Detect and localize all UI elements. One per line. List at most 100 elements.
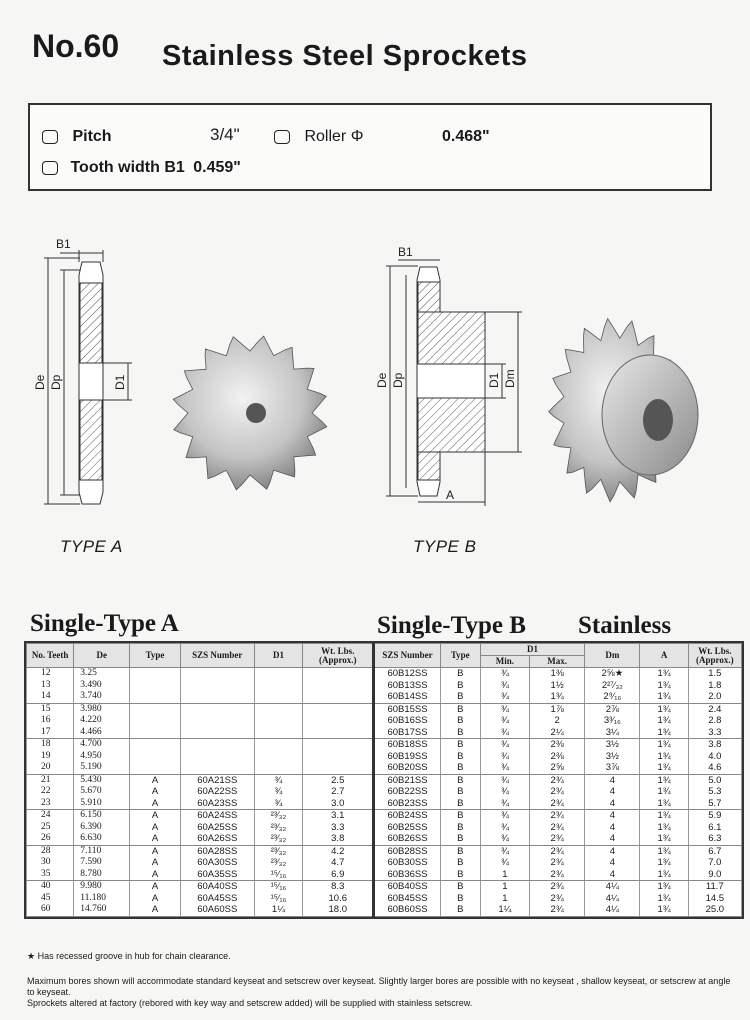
table-cell: [129, 667, 181, 680]
table-cell: 1¾: [639, 762, 689, 775]
table-cell: 6.3: [687, 833, 743, 846]
type-a-section-drawing: [44, 250, 132, 505]
table-cell: 2.4: [687, 703, 743, 715]
table-cell: 60A35SS: [179, 868, 255, 881]
table-cell: [302, 762, 376, 775]
table-cell: 6.150: [73, 809, 131, 822]
table-cell: 2¾: [529, 880, 586, 893]
table-cell: 60B12SS: [373, 667, 441, 680]
table-cell: 25.0: [687, 904, 743, 917]
table-cell: 3.980: [73, 703, 131, 715]
table-row: 14 3.740 60B14SS B ¾ 1¾ 2⁹⁄₁₆ 1¾ 2.0: [25, 691, 743, 704]
table-cell: 1¾: [639, 726, 689, 739]
table-cell: 2¾: [529, 833, 586, 846]
roller-spec: Roller Φ: [274, 128, 363, 146]
table-cell: 5.9: [687, 809, 743, 822]
table-cell: 14.5: [687, 892, 743, 904]
table-cell: [302, 691, 376, 704]
table-cell: B: [439, 904, 481, 917]
table-cell: 2¾: [529, 845, 586, 857]
table-cell: 1¾: [639, 892, 689, 904]
table-cell: [253, 750, 304, 762]
table-cell: 6.9: [302, 868, 376, 881]
table-cell: 1¾: [639, 786, 689, 798]
table-cell: 6.1: [687, 821, 743, 833]
table-cell: 60B15SS: [373, 703, 441, 715]
table-row: 17 4.466 60B17SS B ¾ 2¼ 3¼ 1¾ 3.3: [25, 726, 743, 739]
catalog-number: No.60: [32, 28, 120, 64]
table-cell: [179, 738, 255, 751]
table-cell: 2⅜: [529, 738, 586, 751]
table-cell: [302, 750, 376, 762]
table-cell: ¾: [479, 774, 531, 786]
table-cell: 1½: [529, 679, 586, 691]
b1-label: B1: [56, 237, 71, 251]
table-cell: ¾: [479, 750, 531, 762]
table-cell: 60A30SS: [179, 857, 255, 869]
pitch-label: Pitch: [72, 128, 112, 145]
table-cell: 1: [479, 880, 531, 893]
table-cell: B: [439, 667, 481, 680]
table-cell: A: [129, 904, 181, 917]
table-cell: ¾: [253, 797, 304, 810]
table-cell: B: [439, 833, 481, 846]
table-cell: 6.7: [687, 845, 743, 857]
table-cell: 4: [584, 774, 641, 786]
table-cell: 60B19SS: [373, 750, 441, 762]
table-cell: 60B36SS: [373, 868, 441, 881]
table-cell: 60A40SS: [179, 880, 255, 893]
table-row: 20 5.190 60B20SS B ¾ 2⅝ 3⅞ 1¾ 4.6: [25, 762, 743, 775]
table-cell: ¾: [479, 786, 531, 798]
table-cell: [179, 750, 255, 762]
table-cell: 4¼: [584, 892, 641, 904]
table-cell: 7.110: [73, 845, 131, 857]
table-cell: 4: [584, 845, 641, 857]
table-cell: 60A22SS: [179, 786, 255, 798]
table-cell: 60B21SS: [373, 774, 441, 786]
table-cell: B: [439, 868, 481, 881]
table-cell: 13: [25, 679, 75, 691]
table-cell: 4: [584, 797, 641, 810]
de-label: De: [375, 372, 389, 388]
section-title-type-b: Single-Type B: [377, 612, 526, 639]
table-cell: 26: [25, 833, 75, 846]
table-cell: [253, 703, 304, 715]
table-cell: ¾: [479, 715, 531, 727]
table-cell: 2¼: [529, 726, 586, 739]
table-cell: 8.3: [302, 880, 376, 893]
table-cell: 4.2: [302, 845, 376, 857]
table-cell: ¾: [253, 786, 304, 798]
table-cell: B: [439, 762, 481, 775]
table-cell: ¾: [479, 703, 531, 715]
table-cell: 1¾: [639, 904, 689, 917]
table-cell: [179, 679, 255, 691]
table-cell: A: [129, 809, 181, 822]
a-label: A: [446, 488, 454, 502]
table-cell: [179, 762, 255, 775]
table-cell: B: [439, 857, 481, 869]
col-header: D1: [253, 643, 304, 668]
table-cell: [253, 738, 304, 751]
type-a-caption: TYPE A: [60, 537, 123, 556]
pitch-value: 3/4": [210, 125, 240, 144]
table-cell: 3¼: [584, 726, 641, 739]
tooth-spec: Tooth width B1 0.459": [42, 159, 241, 177]
table-row: 40 9.980 A 60A40SS ¹⁵⁄₁₆ 8.3 60B40SS B 1 2¾ 4¼ 1¾ 11…: [25, 880, 743, 893]
table-cell: 22: [25, 786, 75, 798]
bore-hole: [643, 399, 673, 441]
table-cell: ¾: [479, 845, 531, 857]
section-title-stainless: Stainless: [578, 612, 672, 639]
table-cell: B: [439, 797, 481, 810]
table-cell: 28: [25, 845, 75, 857]
table-cell: 4.950: [73, 750, 131, 762]
table-cell: 35: [25, 868, 75, 881]
table-cell: [302, 667, 376, 680]
col-header: Max.: [529, 655, 586, 668]
table-cell: 3.3: [302, 821, 376, 833]
table-cell: 4: [584, 809, 641, 822]
table-cell: 60B17SS: [373, 726, 441, 739]
table-cell: 2⁹⁄₁₆: [584, 691, 641, 704]
table-row: 19 4.950 60B19SS B ¾ 2⅜ 3½ 1¾ 4.0: [25, 750, 743, 762]
table-cell: 2: [529, 715, 586, 727]
table-cell: 4.6: [687, 762, 743, 775]
